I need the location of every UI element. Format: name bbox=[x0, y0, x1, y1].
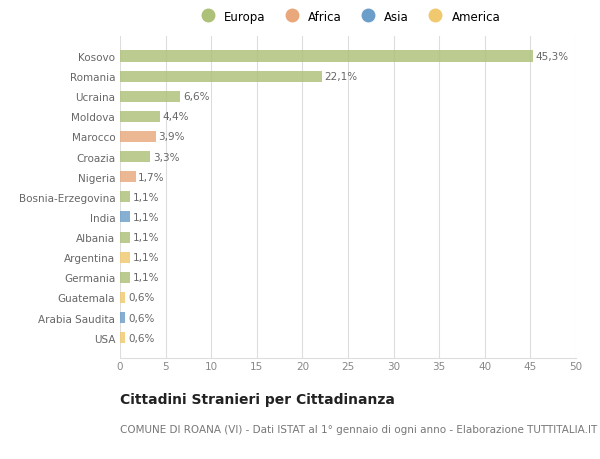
Text: COMUNE DI ROANA (VI) - Dati ISTAT al 1° gennaio di ogni anno - Elaborazione TUTT: COMUNE DI ROANA (VI) - Dati ISTAT al 1° … bbox=[120, 424, 597, 434]
Text: 1,1%: 1,1% bbox=[133, 252, 159, 263]
Text: 3,3%: 3,3% bbox=[153, 152, 179, 162]
Legend: Europa, Africa, Asia, America: Europa, Africa, Asia, America bbox=[196, 11, 500, 23]
Bar bbox=[120, 112, 160, 123]
Bar bbox=[120, 172, 136, 183]
Text: 45,3%: 45,3% bbox=[536, 52, 569, 62]
Bar bbox=[120, 91, 180, 102]
Text: 1,7%: 1,7% bbox=[138, 172, 165, 182]
Bar bbox=[120, 252, 130, 263]
Text: 0,6%: 0,6% bbox=[128, 333, 155, 343]
Bar bbox=[120, 272, 130, 283]
Bar bbox=[120, 72, 322, 83]
Text: 0,6%: 0,6% bbox=[128, 293, 155, 303]
Text: 1,1%: 1,1% bbox=[133, 273, 159, 283]
Bar bbox=[120, 312, 125, 323]
Text: 0,6%: 0,6% bbox=[128, 313, 155, 323]
Bar bbox=[120, 232, 130, 243]
Text: 3,9%: 3,9% bbox=[158, 132, 185, 142]
Bar bbox=[120, 132, 155, 143]
Text: Cittadini Stranieri per Cittadinanza: Cittadini Stranieri per Cittadinanza bbox=[120, 392, 395, 406]
Text: 6,6%: 6,6% bbox=[183, 92, 209, 102]
Text: 1,1%: 1,1% bbox=[133, 233, 159, 242]
Bar bbox=[120, 292, 125, 303]
Bar bbox=[120, 192, 130, 203]
Bar bbox=[120, 51, 533, 62]
Text: 1,1%: 1,1% bbox=[133, 213, 159, 223]
Text: 1,1%: 1,1% bbox=[133, 192, 159, 202]
Text: 4,4%: 4,4% bbox=[163, 112, 190, 122]
Text: 22,1%: 22,1% bbox=[324, 72, 358, 82]
Bar bbox=[120, 212, 130, 223]
Bar bbox=[120, 332, 125, 343]
Bar bbox=[120, 151, 150, 163]
